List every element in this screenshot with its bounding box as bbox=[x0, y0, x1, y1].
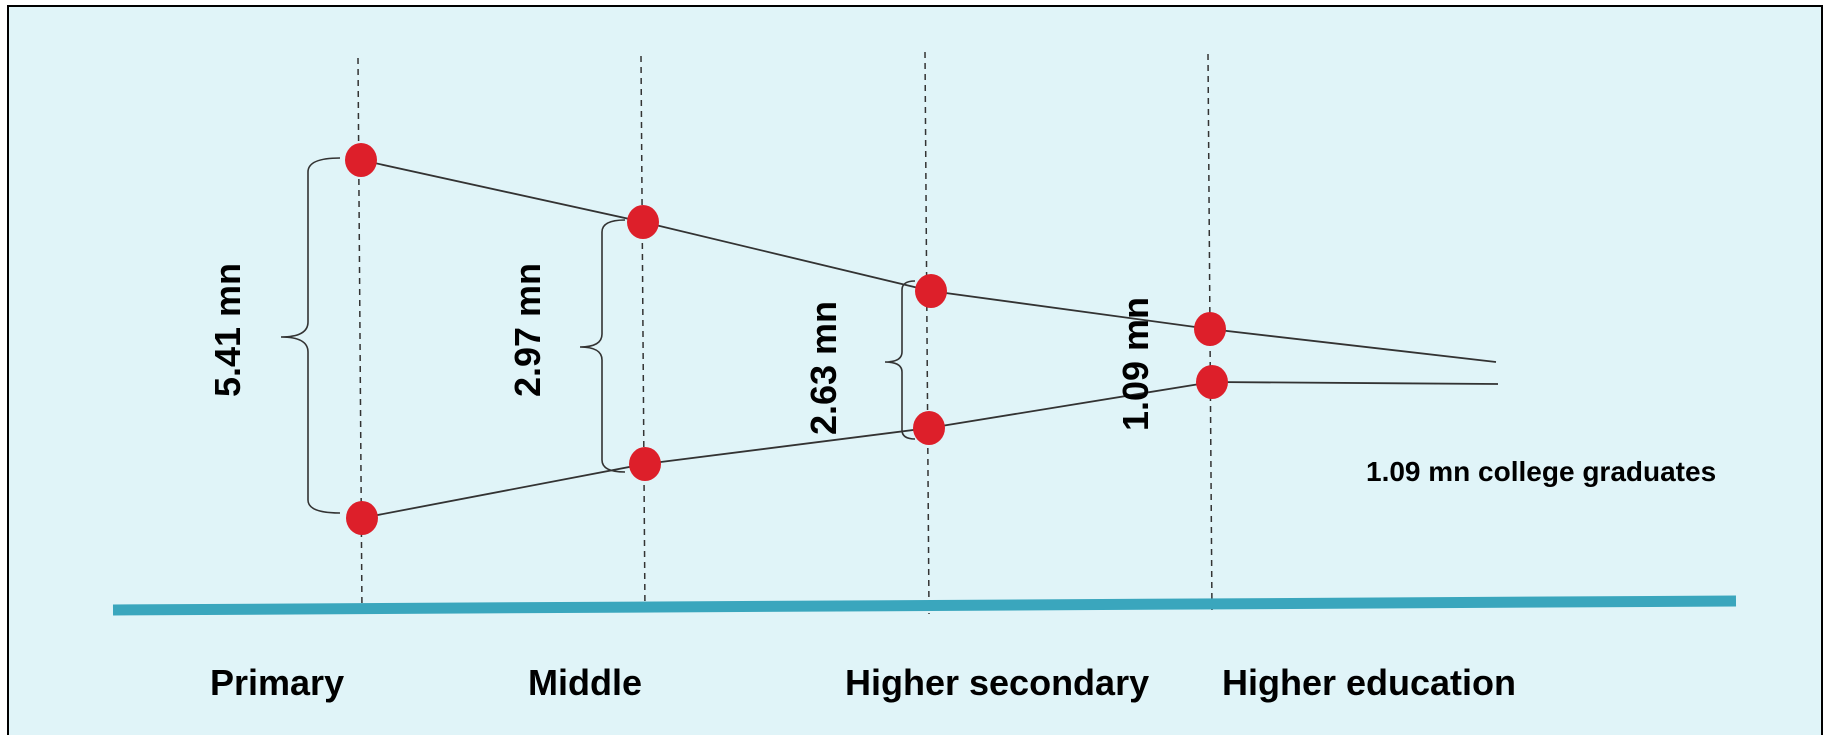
enrolment-value-primary: 5.41 mn bbox=[207, 263, 248, 397]
braces bbox=[280, 157, 916, 514]
marker-higher-secondary-bottom bbox=[913, 411, 945, 445]
stage-name-higher-secondary: Higher secondary bbox=[845, 662, 1149, 703]
funnel-markers bbox=[345, 143, 1228, 535]
brace-primary bbox=[280, 157, 341, 514]
enrolment-values: 5.41 mn 2.97 mn 2.63 mn 1.09 mn bbox=[207, 263, 1156, 435]
guide-line-middle bbox=[640, 55, 646, 615]
diagram-panel bbox=[7, 5, 1823, 735]
marker-higher-education-bottom bbox=[1196, 365, 1228, 399]
guide-line-higher-secondary bbox=[924, 51, 930, 615]
stage-names: Primary Middle Higher secondary Higher e… bbox=[210, 662, 1516, 703]
marker-primary-bottom bbox=[346, 501, 378, 535]
enrolment-value-higher-education: 1.09 mn bbox=[1115, 297, 1156, 431]
marker-higher-education-top bbox=[1194, 312, 1226, 346]
marker-primary-top bbox=[345, 143, 377, 177]
outcome-label: 1.09 mn college graduates bbox=[1366, 456, 1716, 487]
marker-middle-bottom bbox=[629, 447, 661, 481]
stage-name-middle: Middle bbox=[528, 662, 642, 703]
baseline bbox=[112, 595, 1737, 616]
marker-middle-top bbox=[627, 205, 659, 239]
stage-name-primary: Primary bbox=[210, 662, 344, 703]
brace-higher-secondary bbox=[884, 280, 916, 440]
marker-higher-secondary-top bbox=[915, 274, 947, 308]
brace-middle bbox=[579, 219, 626, 473]
stage-name-higher-education: Higher education bbox=[1222, 662, 1516, 703]
enrolment-value-middle: 2.97 mn bbox=[507, 263, 548, 397]
enrolment-value-higher-secondary: 2.63 mn bbox=[803, 301, 844, 435]
